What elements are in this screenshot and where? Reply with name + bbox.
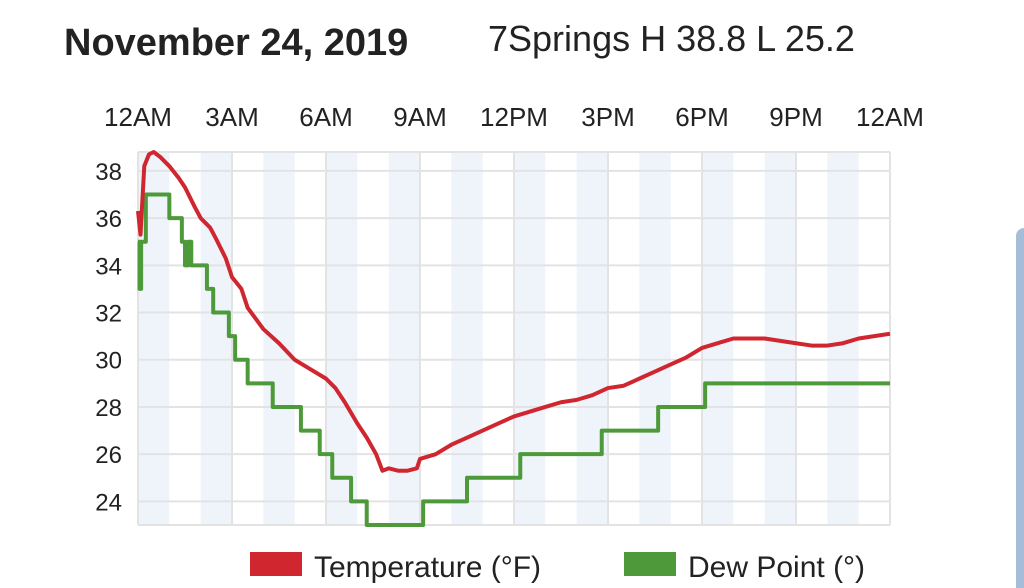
legend-swatch xyxy=(624,552,676,576)
chart-title: November 24, 2019 xyxy=(64,22,409,64)
shaded-hour-band xyxy=(576,152,608,525)
temperature-line xyxy=(136,150,891,473)
legend-label: Dew Point (°) xyxy=(688,551,865,584)
shaded-hour-band xyxy=(388,152,420,525)
y-tick-label: 26 xyxy=(95,442,122,469)
station-summary: 7Springs H 38.8 L 25.2 xyxy=(488,18,855,59)
x-tick-label: 3AM xyxy=(205,102,258,132)
shaded-hour-band xyxy=(451,152,483,525)
x-tick-label: 12AM xyxy=(856,102,924,132)
x-tick-label: 6PM xyxy=(675,102,728,132)
shaded-hour-band xyxy=(639,152,671,525)
y-tick-label: 28 xyxy=(95,395,122,422)
shaded-hour-band xyxy=(263,152,295,525)
y-tick-label: 36 xyxy=(95,206,122,233)
x-tick-label: 3PM xyxy=(581,102,634,132)
scrollbar[interactable] xyxy=(1016,228,1024,588)
y-tick-label: 38 xyxy=(95,159,122,186)
y-tick-label: 24 xyxy=(95,489,122,516)
x-tick-label: 9PM xyxy=(769,102,822,132)
x-tick-label: 12AM xyxy=(104,102,172,132)
x-tick-label: 9AM xyxy=(393,102,446,132)
legend-label: Temperature (°F) xyxy=(314,551,541,584)
shaded-hour-band xyxy=(200,152,232,525)
dewpoint-line xyxy=(137,192,890,527)
legend-swatch xyxy=(250,552,302,576)
x-tick-label: 12PM xyxy=(480,102,548,132)
x-tick-label: 6AM xyxy=(299,102,352,132)
y-tick-label: 32 xyxy=(95,301,122,328)
y-tick-label: 34 xyxy=(95,253,122,280)
y-tick-label: 30 xyxy=(95,348,122,375)
